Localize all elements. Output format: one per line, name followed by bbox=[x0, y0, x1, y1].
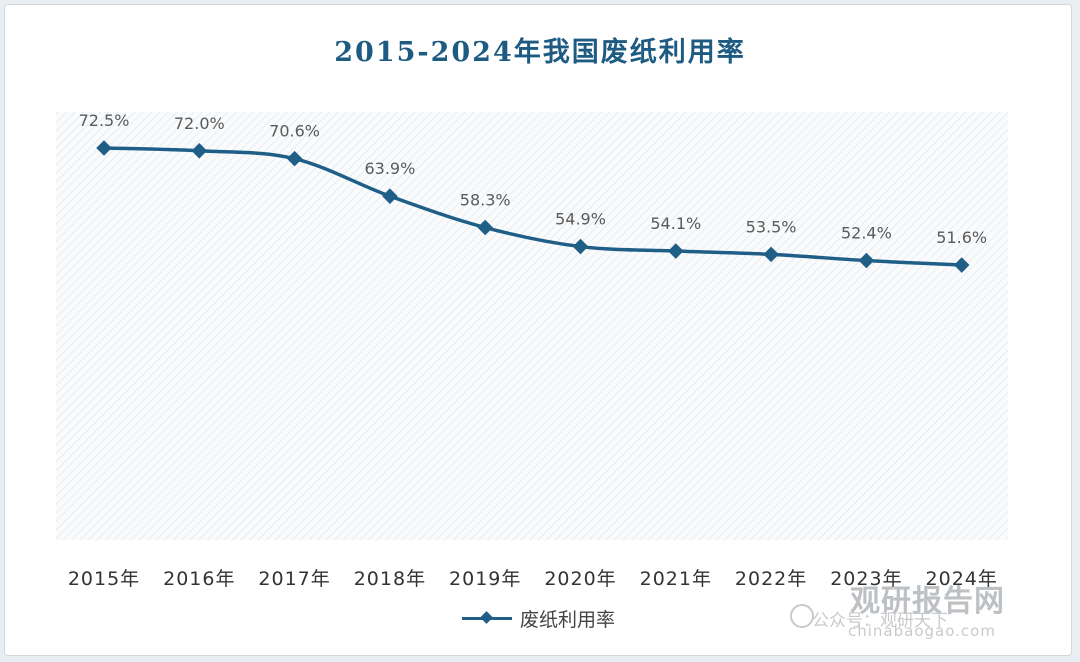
plot-area bbox=[56, 112, 1008, 540]
data-point-3 bbox=[382, 188, 398, 204]
legend-line-icon bbox=[462, 616, 512, 620]
data-point-5 bbox=[572, 238, 589, 255]
data-point-4 bbox=[477, 219, 493, 236]
x-tick-label-1: 2016年 bbox=[163, 568, 235, 590]
legend: 废纸利用率 bbox=[462, 606, 616, 631]
watermark-url: chinabaogao.com bbox=[848, 622, 996, 640]
x-tick-label-4: 2019年 bbox=[449, 568, 521, 590]
data-label-8: 52.4% bbox=[841, 224, 892, 243]
x-tick-label-0: 2015年 bbox=[68, 568, 140, 590]
data-point-1 bbox=[191, 143, 208, 159]
data-label-1: 72.0% bbox=[174, 114, 225, 133]
x-tick-label-6: 2021年 bbox=[640, 568, 712, 590]
x-tick-label-7: 2022年 bbox=[735, 568, 807, 590]
data-label-4: 58.3% bbox=[460, 191, 511, 210]
x-tick-label-2: 2017年 bbox=[258, 568, 330, 590]
x-tick-label-8: 2023年 bbox=[830, 568, 902, 590]
data-point-0 bbox=[96, 140, 112, 156]
data-label-7: 53.5% bbox=[746, 217, 797, 236]
data-label-5: 54.9% bbox=[555, 210, 606, 229]
data-label-2: 70.6% bbox=[269, 122, 320, 141]
data-label-6: 54.1% bbox=[650, 214, 701, 233]
x-tick-label-5: 2020年 bbox=[544, 568, 616, 590]
legend-label: 废纸利用率 bbox=[520, 608, 616, 631]
watermark-brand: 观研报告网 bbox=[850, 584, 1005, 619]
data-label-3: 63.9% bbox=[364, 159, 415, 178]
chart-title: 2015-2024年我国废纸利用率 bbox=[334, 37, 746, 68]
data-label-0: 72.5% bbox=[79, 111, 130, 130]
data-point-2 bbox=[286, 150, 303, 167]
x-tick-label-3: 2018年 bbox=[354, 568, 426, 590]
watermark-sub: 公众号：观研天下 bbox=[812, 611, 948, 631]
data-label-9: 51.6% bbox=[936, 228, 987, 247]
x-tick-label-9: 2024年 bbox=[926, 568, 998, 590]
wechat-icon bbox=[790, 604, 814, 628]
watermark: 观研报告网 公众号：观研天下 chinabaogao.com bbox=[790, 576, 1050, 646]
series-line bbox=[103, 146, 962, 267]
